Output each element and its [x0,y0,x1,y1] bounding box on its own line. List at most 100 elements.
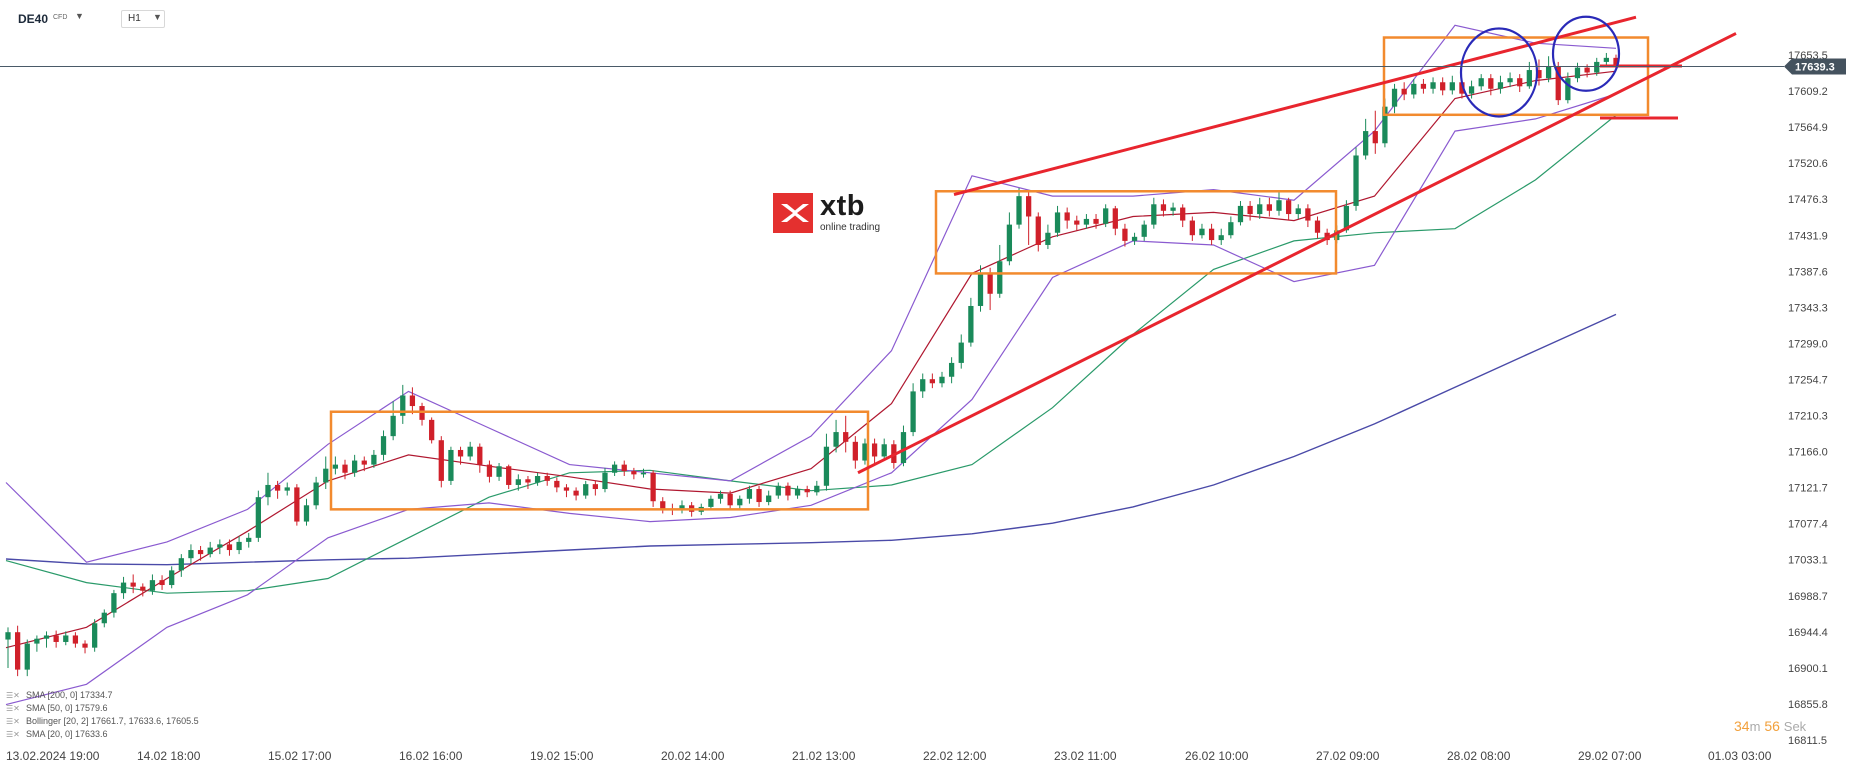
candle-body [1613,57,1619,67]
candle-body [188,550,194,559]
candle-body [197,550,204,555]
symbol-name[interactable]: DE40 [18,12,49,26]
candle-body [862,443,868,461]
time-axis-tick-label: 16.02 16:00 [399,749,463,763]
candle-body [1536,70,1542,79]
candle-body [1353,155,1359,206]
candle-body [1391,88,1398,107]
price-axis-tick-label: 17564.9 [1788,122,1828,134]
candle-body [708,498,714,507]
candle-body [737,498,743,506]
candle-body [968,305,974,343]
candle-body [1160,204,1167,211]
indicator-settings-icon[interactable]: ☰✕ [6,717,20,726]
candle-body [486,464,493,477]
time-axis-tick-label: 22.02 12:00 [923,749,987,763]
candle-body [746,489,753,499]
candle-body [1228,222,1234,236]
time-axis-tick-label: 01.03 03:00 [1708,749,1772,763]
candle-body [1054,212,1061,233]
candle-body [679,505,685,511]
candle-body [140,586,146,591]
candle-body [843,432,849,442]
candle-body [766,495,772,503]
legend-item-sma20[interactable]: ☰✕ SMA [20, 0] 17633.6 [6,728,199,741]
candle-body [1411,83,1417,95]
candle-body [871,443,878,457]
highlight-circle [1459,27,1539,118]
candle-body [438,440,444,481]
price-axis-tick-label: 16811.5 [1788,735,1827,747]
candle-body [1343,205,1350,231]
bollinger-lower-line [5,93,1617,706]
candle-body [217,544,223,548]
candle-body [506,466,512,485]
current-price-tag [1784,58,1846,75]
symbol-type: CFD [53,14,68,21]
candle-body [852,441,858,461]
candle-body [631,471,637,475]
symbol-dropdown-chevron-down-icon[interactable]: ▼ [75,11,84,21]
candle-body [1189,220,1195,236]
candle-body [611,464,618,473]
candle-body [53,635,59,642]
candle-body [1170,207,1176,211]
indicator-settings-icon[interactable]: ☰✕ [6,691,20,700]
logo-wordmark: xtb [820,190,865,222]
candle-body [1440,82,1446,91]
legend-label: Bollinger [20, 2] 17661.7, 17633.6, 1760… [26,716,199,726]
indicator-settings-icon[interactable]: ☰✕ [6,704,20,713]
time-axis-tick-label: 15.02 17:00 [268,749,332,763]
candle-body [294,487,300,522]
candle-body [352,460,358,473]
candle-body [1131,236,1138,241]
candle-body [1584,67,1590,73]
legend-label: SMA [50, 0] 17579.6 [26,703,108,713]
sma20-line [5,70,1617,649]
candle-body [1459,82,1465,94]
candle-body [525,479,531,483]
candle-body [1478,78,1484,87]
candle-body [1305,208,1311,221]
candle-body [1199,228,1205,236]
candle-body [34,638,40,644]
candle-body [1517,78,1523,87]
timeframe-select[interactable]: H1 ▼ [121,10,165,28]
time-axis-tick-label: 23.02 11:00 [1054,749,1117,763]
price-axis-tick-label: 16900.1 [1788,663,1828,675]
candle-body [515,479,521,485]
time-axis-tick-label: 20.02 14:00 [661,749,725,763]
candle-body [1603,57,1610,62]
candle-body [1218,235,1224,241]
price-axis-tick-label: 17387.6 [1788,266,1828,278]
candle-body [303,505,310,522]
candle-body [1016,196,1022,225]
logo-tagline: online trading [820,222,881,233]
candle-body [602,472,608,490]
candle-body [775,485,781,496]
candle-body [226,544,233,551]
legend-item-bollinger[interactable]: ☰✕ Bollinger [20, 2] 17661.7, 17633.6, 17… [6,715,199,728]
candle-body [467,446,473,457]
candle-body [1141,224,1147,237]
legend-item-sma200[interactable]: ☰✕ SMA [200, 0] 17334.7 [6,689,199,702]
time-axis-tick-label: 28.02 08:00 [1447,749,1511,763]
time-axis-tick-label: 21.02 13:00 [792,749,856,763]
candle-body [323,468,329,483]
timer-minutes: 34 [1734,718,1750,734]
candle-body [457,449,464,457]
candle-body [496,466,502,477]
candle-body [101,612,107,624]
timer-seconds-unit: Sek [1783,719,1807,734]
bollinger-upper-line [5,24,1617,563]
candle-body [1507,78,1513,83]
indicator-settings-icon[interactable]: ☰✕ [6,730,20,739]
candle-body [284,487,290,491]
legend-item-sma50[interactable]: ☰✕ SMA [50, 0] 17579.6 [6,702,199,715]
candle-body [1382,106,1388,144]
candle-body [592,484,598,490]
candle-body [1372,131,1378,144]
timer-minutes-unit: m [1749,719,1761,734]
candle-body [1449,82,1455,91]
